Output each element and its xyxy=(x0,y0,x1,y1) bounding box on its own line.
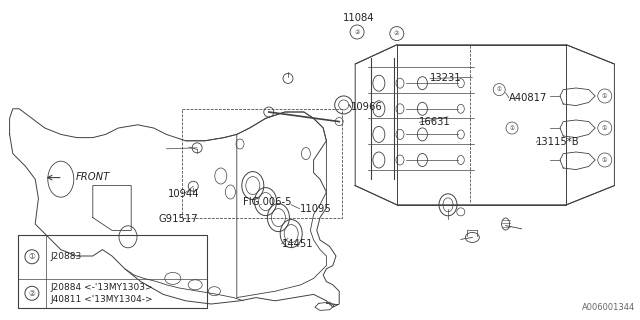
Text: J40811 <'13MY1304->: J40811 <'13MY1304-> xyxy=(51,295,154,304)
Text: ①: ① xyxy=(29,252,35,261)
Text: ②: ② xyxy=(29,289,35,298)
Text: ①: ① xyxy=(602,157,607,163)
Text: ①: ① xyxy=(497,87,502,92)
Text: 13115*B: 13115*B xyxy=(536,137,580,148)
Text: ②: ② xyxy=(355,29,360,35)
Text: FIG.006-5: FIG.006-5 xyxy=(243,197,292,207)
Text: 10944: 10944 xyxy=(168,188,199,199)
Text: ②: ② xyxy=(394,31,399,36)
Text: ①: ① xyxy=(509,125,515,131)
Text: 11084: 11084 xyxy=(342,12,374,23)
Text: 10966: 10966 xyxy=(351,102,383,112)
Text: ①: ① xyxy=(602,125,607,131)
Text: 16631: 16631 xyxy=(419,117,451,127)
Text: G91517: G91517 xyxy=(159,214,198,224)
Text: 11095: 11095 xyxy=(300,204,332,214)
Text: A40817: A40817 xyxy=(509,92,547,103)
Text: J20884 <-'13MY1303>: J20884 <-'13MY1303> xyxy=(51,283,154,292)
Text: J20883: J20883 xyxy=(51,252,82,261)
Text: A006001344: A006001344 xyxy=(582,303,635,312)
Text: FRONT: FRONT xyxy=(76,172,110,182)
Bar xyxy=(18,235,207,308)
Text: 14451: 14451 xyxy=(282,239,313,249)
Text: ①: ① xyxy=(602,93,607,99)
Text: 13231: 13231 xyxy=(430,73,461,84)
